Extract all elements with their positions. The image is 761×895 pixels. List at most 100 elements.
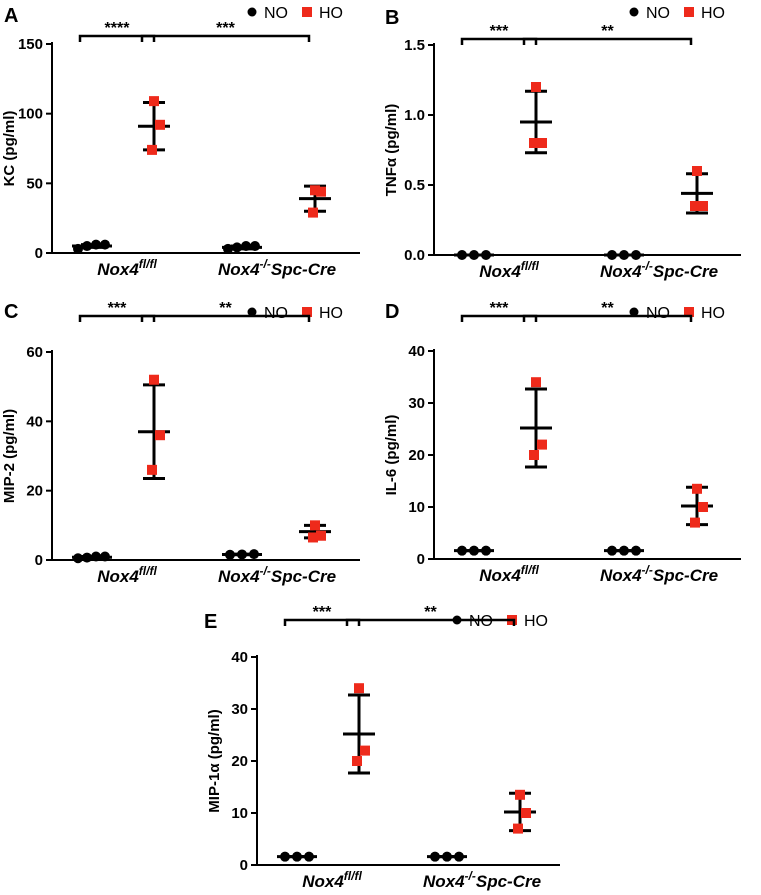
data-point-no (631, 250, 641, 260)
data-point-ho (155, 430, 165, 441)
data-point-ho (149, 96, 159, 107)
y-tick-label: 0 (35, 245, 43, 262)
legend-no-marker (629, 307, 639, 317)
y-tick-label: 20 (231, 753, 248, 770)
y-tick-label: 20 (408, 447, 425, 464)
y-tick-label: 30 (408, 395, 425, 412)
data-point-no (73, 553, 83, 564)
data-point-no (469, 545, 479, 556)
legend-ho-label: HO (319, 305, 343, 322)
significance-label: **** (105, 20, 131, 37)
panel-letter: B (385, 7, 399, 29)
data-point-ho (308, 532, 318, 543)
significance-label: *** (490, 23, 509, 40)
data-point-no (91, 239, 101, 250)
y-tick-label: 40 (231, 649, 248, 666)
y-axis-label: KC (pg/ml) (1, 111, 18, 187)
legend-no-label: NO (264, 5, 288, 22)
panel-e: E NO HO 0 10 20 30 40 MIP-1α (pg/ml) Nox4fl/fl Nox… (200, 600, 580, 891)
panel-c: C NO HO 0 20 40 60 MIP-2 (pg/ml) Nox4fl/fl Nox4-/… (0, 296, 380, 596)
significance-label: ** (424, 604, 437, 621)
legend-ho-label: HO (701, 305, 725, 322)
x-category-label: Nox4-/-Spc-Cre (600, 563, 718, 585)
chart-e: E NO HO 0 10 20 30 40 MIP-1α (pg/ml) Nox4fl/fl Nox… (204, 604, 560, 891)
data-point-no (481, 545, 491, 556)
panel-letter: D (385, 301, 399, 323)
data-point-ho (310, 520, 320, 531)
x-category-label: Nox4fl/fl (479, 259, 539, 281)
data-point-ho (692, 166, 702, 176)
data-point-ho (537, 439, 547, 450)
x-category-label: Nox4fl/fl (97, 564, 157, 586)
chart-c: C NO HO 0 20 40 60 MIP-2 (pg/ml) Nox4fl/fl Nox4-/… (1, 300, 360, 586)
legend-ho-marker (302, 7, 312, 17)
data-point-no (481, 250, 491, 260)
data-point-no (430, 851, 440, 862)
y-tick-label: 40 (26, 413, 43, 430)
data-point-ho (692, 483, 702, 494)
data-point-no (225, 549, 235, 560)
y-axis-label: MIP-1α (pg/ml) (206, 709, 223, 812)
significance-bracket (140, 314, 311, 322)
x-category-label: Nox4-/-Spc-Cre (218, 564, 336, 586)
legend-ho-marker (684, 307, 694, 317)
significance-bracket (522, 37, 693, 45)
legend-no-marker (629, 7, 639, 17)
data-point-no (82, 241, 92, 252)
x-category-label: Nox4fl/fl (97, 257, 157, 279)
y-tick-label: 60 (26, 344, 43, 361)
data-point-ho (316, 530, 326, 541)
data-point-no (249, 549, 259, 560)
legend-no-label: NO (469, 613, 493, 630)
chart-a: A NO HO 0 50 100 150 KC (pg/ml) Nox4fl/fl Nox4-/-… (1, 5, 360, 279)
y-tick-label: 20 (26, 483, 43, 500)
legend-no-marker (247, 307, 257, 317)
data-point-no (73, 243, 83, 254)
y-tick-label: 40 (408, 343, 425, 360)
x-category-label: Nox4fl/fl (302, 869, 362, 891)
data-point-ho (690, 201, 700, 211)
data-point-no (292, 851, 302, 862)
y-axis-label: TNFα (pg/ml) (383, 104, 400, 197)
data-point-ho (310, 185, 320, 196)
data-point-no (223, 243, 233, 254)
significance-label: *** (216, 20, 235, 37)
y-tick-label: 0.5 (404, 177, 425, 194)
y-tick-label: 150 (18, 36, 43, 53)
panel-letter: C (4, 301, 18, 323)
data-point-ho (147, 464, 157, 475)
panel-letter: A (4, 5, 18, 27)
data-point-no (607, 545, 617, 556)
y-tick-label: 100 (18, 106, 43, 123)
data-point-ho (147, 144, 157, 155)
significance-bracket (140, 34, 311, 42)
data-point-ho (308, 207, 318, 218)
chart-d: D NO HO 0 10 20 30 40 IL-6 (pg/ml) Nox4fl/fl Nox4-… (383, 300, 741, 585)
data-point-no (457, 250, 467, 260)
data-point-ho (352, 756, 362, 766)
data-point-ho (515, 789, 525, 800)
y-tick-label: 1.5 (404, 37, 425, 54)
data-point-no (250, 241, 260, 252)
data-point-no (241, 241, 251, 252)
significance-bracket (78, 34, 156, 42)
significance-bracket (460, 37, 538, 45)
y-tick-label: 50 (26, 175, 43, 192)
data-point-no (82, 552, 92, 563)
y-tick-label: 0 (240, 857, 248, 874)
legend-no-label: NO (646, 305, 670, 322)
data-point-no (607, 250, 617, 260)
y-tick-label: 0 (35, 552, 43, 569)
data-point-ho (155, 119, 165, 130)
data-point-ho (529, 450, 539, 460)
panel-letter: E (204, 611, 217, 633)
x-category-label: Nox4-/-Spc-Cre (218, 257, 336, 279)
legend-ho-marker (684, 7, 694, 17)
legend-ho-label: HO (319, 5, 343, 22)
data-point-no (100, 239, 110, 250)
y-axis-label: IL-6 (pg/ml) (383, 415, 400, 496)
legend-ho-label: HO (701, 5, 725, 22)
legend-ho-label: HO (524, 613, 548, 630)
data-point-no (100, 551, 110, 562)
chart-b: B NO HO 0.0 0.5 1.0 1.5 TNFα (pg/ml) Nox4fl/fl No… (383, 5, 741, 281)
